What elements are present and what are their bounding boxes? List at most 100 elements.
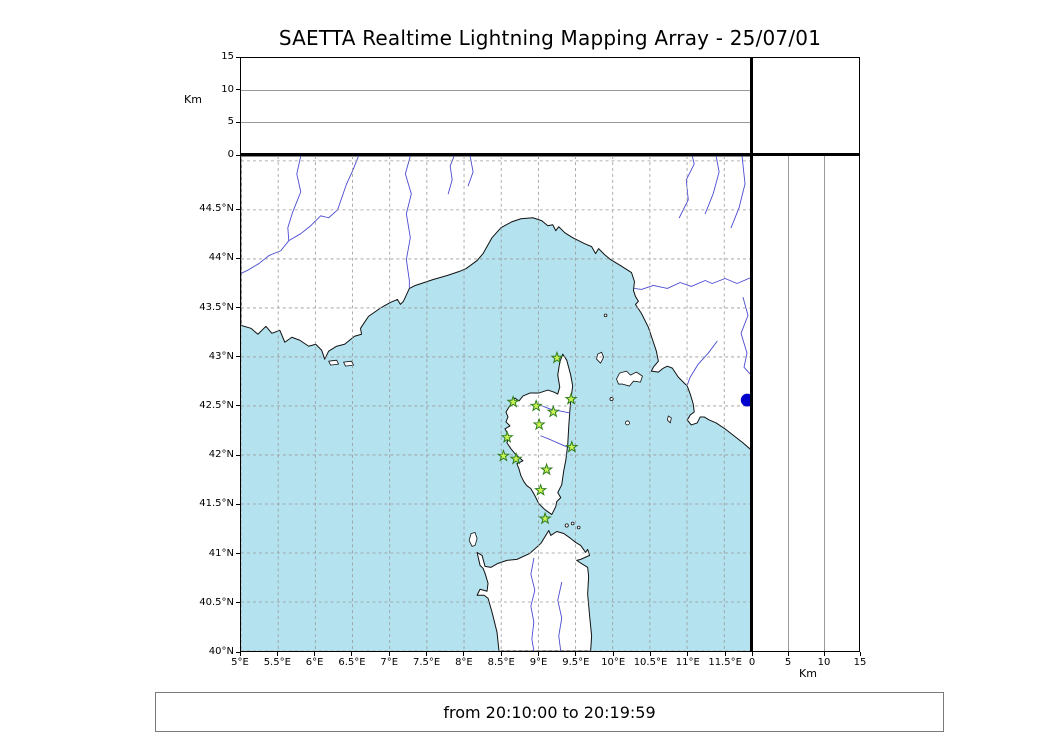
lma-station-star	[496, 449, 511, 462]
river-var	[404, 156, 412, 288]
lat-tick-mark	[236, 208, 240, 210]
river-durance	[241, 156, 359, 274]
lma-station-star	[546, 404, 560, 418]
lat-tick-label: 43.5°N	[199, 301, 234, 313]
altitude-histogram-panel	[752, 57, 860, 155]
status-bar: from 20:10:00 to 20:19:59	[155, 692, 944, 732]
lon-tick-label: 6.5°E	[338, 657, 366, 668]
river-arno	[634, 277, 751, 290]
corsica-island	[504, 353, 574, 516]
elba-island	[616, 370, 643, 387]
lon-tick-mark	[276, 652, 278, 656]
lon-tick-label: 5.5°E	[263, 657, 291, 668]
lon-tick-mark	[426, 652, 428, 656]
frame-separator-horizontal	[240, 153, 860, 156]
altitude-tick-label: 15	[221, 51, 234, 62]
km-tick-mark	[823, 652, 825, 656]
lon-tick-mark	[649, 652, 651, 656]
km-gridline	[788, 156, 790, 651]
lat-tick-mark	[236, 651, 240, 653]
lon-tick-label: 11°E	[675, 657, 700, 668]
lma-station-star	[529, 399, 543, 412]
lma-station-star	[534, 483, 548, 496]
lon-tick-mark	[463, 652, 465, 656]
lon-tick-mark	[724, 652, 726, 656]
lon-tick-mark	[351, 652, 353, 656]
lma-station-star	[550, 350, 564, 364]
river-tirso	[557, 581, 563, 651]
altitude-gridline	[241, 90, 751, 91]
lma-station-star	[532, 417, 546, 431]
altitude-tick-mark	[236, 154, 240, 156]
lon-tick-mark	[687, 652, 689, 656]
mainland-coastline	[241, 156, 751, 451]
river-secchia	[704, 156, 720, 215]
km-gridline	[823, 156, 825, 651]
altitude-tick-mark	[236, 121, 240, 123]
lat-tick-mark	[236, 356, 240, 358]
lon-tick-mark	[388, 652, 390, 656]
lma-station-star	[509, 451, 523, 465]
lon-tick-label: 9.5°E	[562, 657, 590, 668]
lma-station-star	[565, 440, 579, 453]
lat-tick-mark	[236, 257, 240, 259]
lat-tick-mark	[236, 503, 240, 505]
maddalena-island	[564, 523, 569, 528]
river-panaro	[730, 156, 746, 229]
maddalena-island	[570, 521, 575, 526]
river-coghinas	[530, 557, 536, 651]
km-tick-label: 10	[817, 657, 831, 668]
km-tick-mark	[787, 652, 789, 656]
lon-tick-mark	[538, 652, 540, 656]
pianosa-island	[609, 397, 614, 402]
lat-tick-label: 44°N	[208, 252, 234, 264]
map-panel	[240, 155, 752, 652]
lat-tick-label: 41°N	[208, 547, 234, 559]
lon-tick-label: 5°E	[231, 657, 249, 668]
km-tick-label: 5	[784, 657, 792, 668]
montecristo-island	[625, 420, 630, 426]
altitude-tick-label: 5	[227, 116, 234, 128]
lat-tick-label: 41.5°N	[199, 498, 234, 510]
km-tick-mark	[859, 652, 861, 656]
lon-tick-label: 9°E	[529, 657, 548, 668]
lat-tick-mark	[236, 553, 240, 555]
lma-station-star	[538, 511, 552, 525]
right-axis-unit-label: Km	[799, 667, 817, 680]
hyeres-island	[343, 360, 354, 367]
lma-station-star	[506, 395, 520, 408]
capraia-island	[596, 351, 604, 364]
river-ombrone	[686, 340, 718, 386]
lat-tick-label: 44.5°N	[199, 203, 234, 215]
hyeres-island	[328, 359, 340, 366]
page-title: SAETTA Realtime Lightning Mapping Array …	[278, 26, 822, 50]
lat-tick-mark	[236, 602, 240, 604]
altitude-tick-mark	[236, 56, 240, 58]
gorgona-island	[603, 313, 608, 318]
lon-tick-label: 11.5°E	[708, 657, 742, 668]
lon-tick-label: 7.5°E	[412, 657, 441, 668]
altitude-time-panel	[240, 57, 752, 155]
frame-separator-vertical	[750, 57, 753, 652]
lake-bolsena-dot	[740, 393, 751, 407]
km-tick-mark	[751, 652, 753, 656]
giglio-island	[666, 415, 672, 424]
lma-station-star	[539, 462, 554, 476]
lat-tick-mark	[236, 307, 240, 309]
km-tick-label: 0	[748, 657, 756, 668]
lon-tick-label: 7°E	[380, 657, 399, 668]
lon-tick-mark	[500, 652, 502, 656]
lon-tick-label: 10°E	[601, 657, 626, 668]
altitude-latitude-panel	[752, 155, 860, 652]
altitude-tick-label: 0	[227, 149, 234, 160]
lat-tick-label: 42°N	[208, 449, 234, 461]
lat-tick-label: 42.5°N	[199, 399, 234, 411]
lma-station-star	[564, 392, 578, 405]
lat-tick-label: 40°N	[208, 646, 234, 657]
asinara-island	[468, 532, 478, 547]
lon-tick-label: 6°E	[305, 657, 324, 668]
river-durance-tributary	[287, 156, 302, 242]
lon-tick-mark	[239, 652, 241, 656]
lat-tick-mark	[236, 405, 240, 407]
